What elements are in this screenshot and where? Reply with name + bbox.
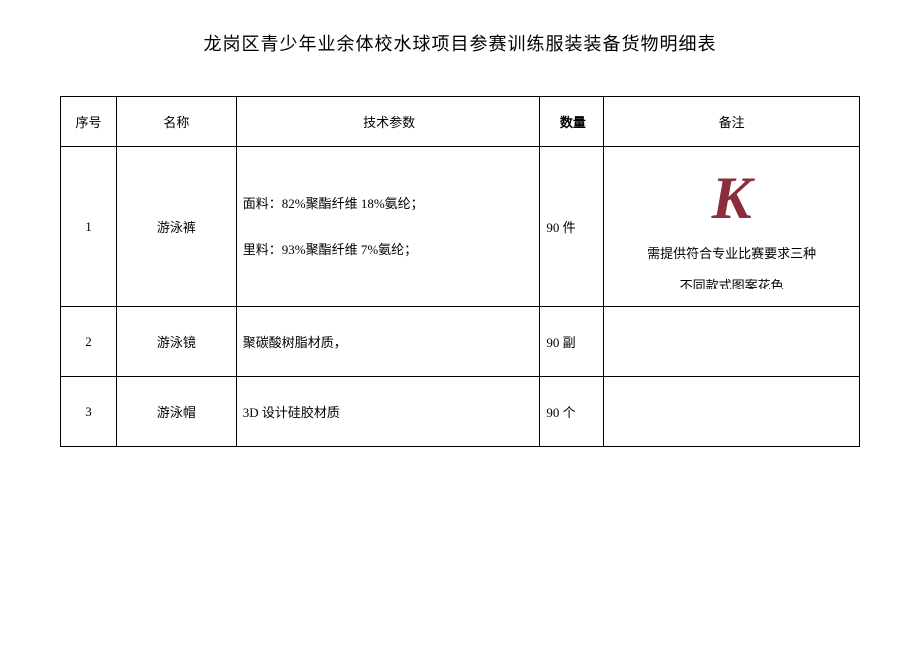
header-remark: 备注 xyxy=(604,97,860,147)
cell-qty: 90 件 xyxy=(540,147,604,307)
cell-remark xyxy=(604,307,860,377)
header-row: 序号 名称 技术参数 数量 备注 xyxy=(61,97,860,147)
cell-qty: 90 副 xyxy=(540,307,604,377)
cell-qty: 90 个 xyxy=(540,377,604,447)
spec-line: 里料：93%聚酯纤维 7%氨纶； xyxy=(243,227,536,273)
cell-remark: K 需提供符合专业比赛要求三种 不同款式图案花色 xyxy=(604,147,860,307)
cell-spec: 聚碳酸树脂材质， xyxy=(236,307,540,377)
cell-remark xyxy=(604,377,860,447)
header-spec: 技术参数 xyxy=(236,97,540,147)
table-row: 2 游泳镜 聚碳酸树脂材质， 90 副 xyxy=(61,307,860,377)
cell-seq: 2 xyxy=(61,307,117,377)
remark-text: 不同款式图案花色 xyxy=(608,275,855,289)
cell-spec: 面料：82%聚酯纤维 18%氨纶； 里料：93%聚酯纤维 7%氨纶； xyxy=(236,147,540,307)
page-title: 龙岗区青少年业余体校水球项目参赛训练服装装备货物明细表 xyxy=(60,30,860,56)
cell-seq: 3 xyxy=(61,377,117,447)
table-row: 3 游泳帽 3D 设计硅胶材质 90 个 xyxy=(61,377,860,447)
header-seq: 序号 xyxy=(61,97,117,147)
header-qty: 数量 xyxy=(540,97,604,147)
remark-text: 需提供符合专业比赛要求三种 xyxy=(608,241,855,267)
spec-line: 面料：82%聚酯纤维 18%氨纶； xyxy=(243,181,536,227)
cell-seq: 1 xyxy=(61,147,117,307)
watermark-k-icon: K xyxy=(608,164,855,233)
cell-name: 游泳镜 xyxy=(116,307,236,377)
cell-spec: 3D 设计硅胶材质 xyxy=(236,377,540,447)
detail-table: 序号 名称 技术参数 数量 备注 1 游泳裤 面料：82%聚酯纤维 18%氨纶；… xyxy=(60,96,860,447)
header-name: 名称 xyxy=(116,97,236,147)
cell-name: 游泳裤 xyxy=(116,147,236,307)
table-row: 1 游泳裤 面料：82%聚酯纤维 18%氨纶； 里料：93%聚酯纤维 7%氨纶；… xyxy=(61,147,860,307)
cell-name: 游泳帽 xyxy=(116,377,236,447)
